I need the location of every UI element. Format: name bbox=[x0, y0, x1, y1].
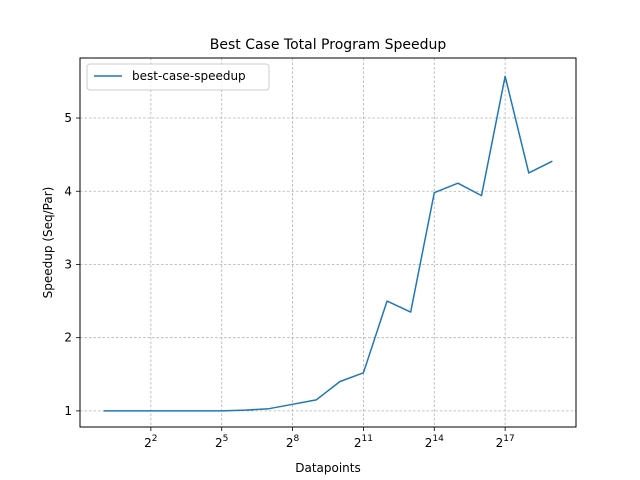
plot-frame bbox=[79, 57, 577, 428]
x-axis-ticks: 22 25 28 211 214 217 bbox=[144, 427, 515, 450]
x-tick-base: 2 bbox=[215, 436, 223, 450]
y-axis-ticks: 1 2 3 4 5 bbox=[64, 111, 80, 418]
x-tick-label: 211 bbox=[354, 434, 373, 450]
chart-title: Best Case Total Program Speedup bbox=[210, 37, 447, 53]
x-tick-base: 2 bbox=[144, 436, 152, 450]
x-tick-label: 22 bbox=[144, 434, 157, 450]
x-tick-exponent: 2 bbox=[152, 434, 158, 444]
x-tick-base: 2 bbox=[496, 436, 504, 450]
legend-box bbox=[86, 63, 270, 91]
legend-entry-best-case-speedup: best-case-speedup bbox=[132, 69, 246, 83]
x-tick-base: 2 bbox=[286, 436, 294, 450]
series-lines bbox=[103, 75, 553, 412]
x-tick-base: 2 bbox=[425, 436, 433, 450]
x-tick-base: 2 bbox=[354, 436, 362, 450]
series-line-best-case-speedup bbox=[103, 75, 553, 412]
y-axis-label: Speedup (Seq/Par) bbox=[41, 187, 55, 299]
y-tick-label: 5 bbox=[64, 111, 72, 125]
x-tick-exponent: 17 bbox=[503, 434, 514, 444]
grid-lines bbox=[80, 58, 576, 427]
legend: best-case-speedup bbox=[86, 63, 270, 91]
y-tick-label: 4 bbox=[64, 184, 72, 198]
y-tick-label: 1 bbox=[64, 404, 72, 418]
x-tick-exponent: 8 bbox=[294, 434, 300, 444]
y-tick-label: 3 bbox=[64, 257, 72, 271]
x-tick-exponent: 14 bbox=[432, 434, 444, 444]
x-axis-label: Datapoints bbox=[295, 461, 361, 475]
x-tick-exponent: 11 bbox=[362, 434, 373, 444]
y-tick-label: 2 bbox=[64, 331, 72, 345]
x-tick-label: 217 bbox=[496, 434, 515, 450]
x-tick-label: 28 bbox=[286, 434, 300, 450]
x-tick-exponent: 5 bbox=[223, 434, 229, 444]
x-tick-label: 214 bbox=[425, 434, 444, 450]
x-tick-label: 25 bbox=[215, 434, 228, 450]
